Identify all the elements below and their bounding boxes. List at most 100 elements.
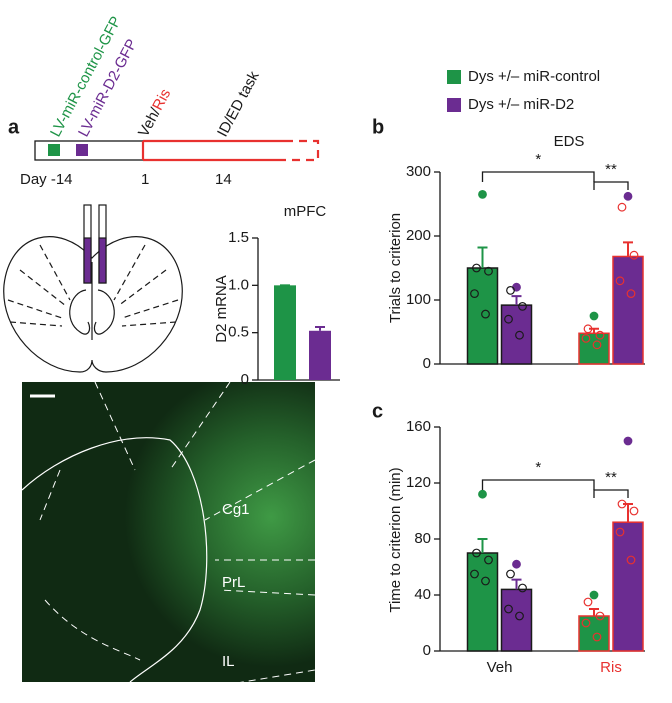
ventricles bbox=[69, 262, 115, 340]
day-label: 14 bbox=[215, 171, 232, 188]
y-tick-label: 1.0 bbox=[228, 276, 249, 293]
brain-outline bbox=[3, 236, 183, 373]
treatment-continuation bbox=[285, 139, 320, 162]
region-label: Cg1 bbox=[222, 501, 250, 518]
panel-label: c bbox=[372, 400, 383, 422]
y-axis-label: Trials to criterion bbox=[387, 213, 404, 323]
day-label: 1 bbox=[141, 171, 149, 188]
timeline: LV-miR-control-GFP LV-miR-D2-GFP Veh/Ris… bbox=[20, 14, 320, 188]
data-point bbox=[515, 330, 524, 340]
region-borders bbox=[39, 381, 316, 686]
error-bar bbox=[589, 327, 599, 334]
bar bbox=[466, 552, 499, 652]
chart-title: mPFC bbox=[284, 203, 327, 220]
day-label: Day -14 bbox=[20, 171, 73, 188]
significance-label: * bbox=[535, 151, 541, 168]
data-point bbox=[506, 286, 515, 295]
data-point bbox=[583, 597, 593, 607]
significance-label: * bbox=[535, 459, 541, 476]
treatment-label: Veh/Ris bbox=[135, 86, 174, 140]
data-point bbox=[617, 202, 627, 212]
error-bar bbox=[477, 246, 488, 268]
data-point bbox=[484, 555, 493, 565]
y-tick-label: 0 bbox=[241, 371, 249, 388]
bar bbox=[578, 332, 610, 365]
vector-marker bbox=[48, 144, 60, 156]
data-point bbox=[470, 289, 479, 299]
brain-schematic bbox=[3, 204, 183, 373]
data-point bbox=[518, 302, 527, 311]
data-point bbox=[595, 611, 605, 621]
error-bar bbox=[623, 241, 633, 257]
legend-swatch bbox=[447, 98, 461, 112]
y-tick-label: 0.5 bbox=[228, 324, 249, 341]
data-point bbox=[484, 266, 493, 276]
injection bbox=[98, 237, 107, 284]
data-point bbox=[623, 436, 633, 446]
data-point bbox=[583, 324, 593, 334]
data-point bbox=[581, 618, 591, 628]
y-tick-label: 1.5 bbox=[228, 229, 249, 246]
y-axis-label: Time to criterion (min) bbox=[387, 467, 404, 612]
bar bbox=[612, 255, 644, 365]
y-tick-label: 120 bbox=[406, 474, 431, 491]
significance-bracket bbox=[481, 479, 595, 490]
data-point bbox=[472, 548, 481, 558]
error-bar bbox=[623, 503, 633, 523]
slice-border bbox=[21, 437, 208, 683]
data-point bbox=[626, 555, 636, 565]
y-tick-label: 100 bbox=[406, 291, 431, 308]
significance-label: ** bbox=[605, 469, 617, 486]
data-point bbox=[481, 309, 490, 319]
data-point bbox=[518, 583, 527, 593]
bar bbox=[500, 304, 533, 365]
data-point bbox=[595, 330, 605, 340]
data-point bbox=[512, 559, 521, 569]
data-point bbox=[615, 276, 625, 286]
legend-label: Dys +/– miR-D2 bbox=[468, 96, 574, 113]
data-point bbox=[504, 314, 513, 324]
error-bar bbox=[511, 578, 522, 590]
data-point bbox=[581, 334, 591, 343]
y-tick-label: 160 bbox=[406, 418, 431, 435]
treatment-period bbox=[141, 139, 285, 162]
error-bar bbox=[589, 608, 599, 616]
y-tick-label: 40 bbox=[414, 586, 431, 603]
y-tick-label: 80 bbox=[414, 530, 431, 547]
injection bbox=[83, 237, 92, 284]
chart-title: EDS bbox=[554, 133, 585, 150]
y-tick-label: 200 bbox=[406, 227, 431, 244]
region-label: IL bbox=[222, 653, 235, 670]
data-point bbox=[506, 569, 515, 579]
data-point bbox=[504, 604, 513, 614]
bar bbox=[500, 588, 533, 652]
data-point bbox=[626, 289, 636, 299]
error-bar bbox=[511, 295, 522, 306]
error-bar bbox=[315, 325, 325, 331]
bar bbox=[612, 521, 644, 652]
data-point bbox=[592, 632, 602, 642]
y-tick-label: 0 bbox=[423, 355, 431, 372]
legend-label: Dys +/– miR-control bbox=[468, 68, 600, 85]
error-bar bbox=[477, 538, 488, 553]
y-axis-label: D2 mRNA bbox=[213, 275, 230, 343]
significance-label: ** bbox=[605, 161, 617, 178]
x-tick-label: Veh bbox=[487, 659, 513, 676]
data-point bbox=[478, 489, 487, 499]
significance-bracket bbox=[593, 181, 629, 190]
significance-bracket bbox=[593, 489, 629, 498]
data-point bbox=[470, 569, 479, 579]
data-point bbox=[623, 191, 633, 201]
data-point bbox=[472, 263, 481, 273]
data-point bbox=[589, 311, 599, 321]
significance-bracket bbox=[481, 171, 595, 182]
micrograph: Cg1 PrL IL bbox=[21, 381, 316, 686]
panel-label: b bbox=[372, 116, 384, 138]
legend-swatch bbox=[447, 70, 461, 84]
bar bbox=[578, 615, 610, 652]
y-tick-label: 0 bbox=[423, 642, 431, 659]
data-point bbox=[617, 499, 627, 509]
vector-marker bbox=[76, 144, 88, 156]
bar bbox=[274, 285, 296, 380]
